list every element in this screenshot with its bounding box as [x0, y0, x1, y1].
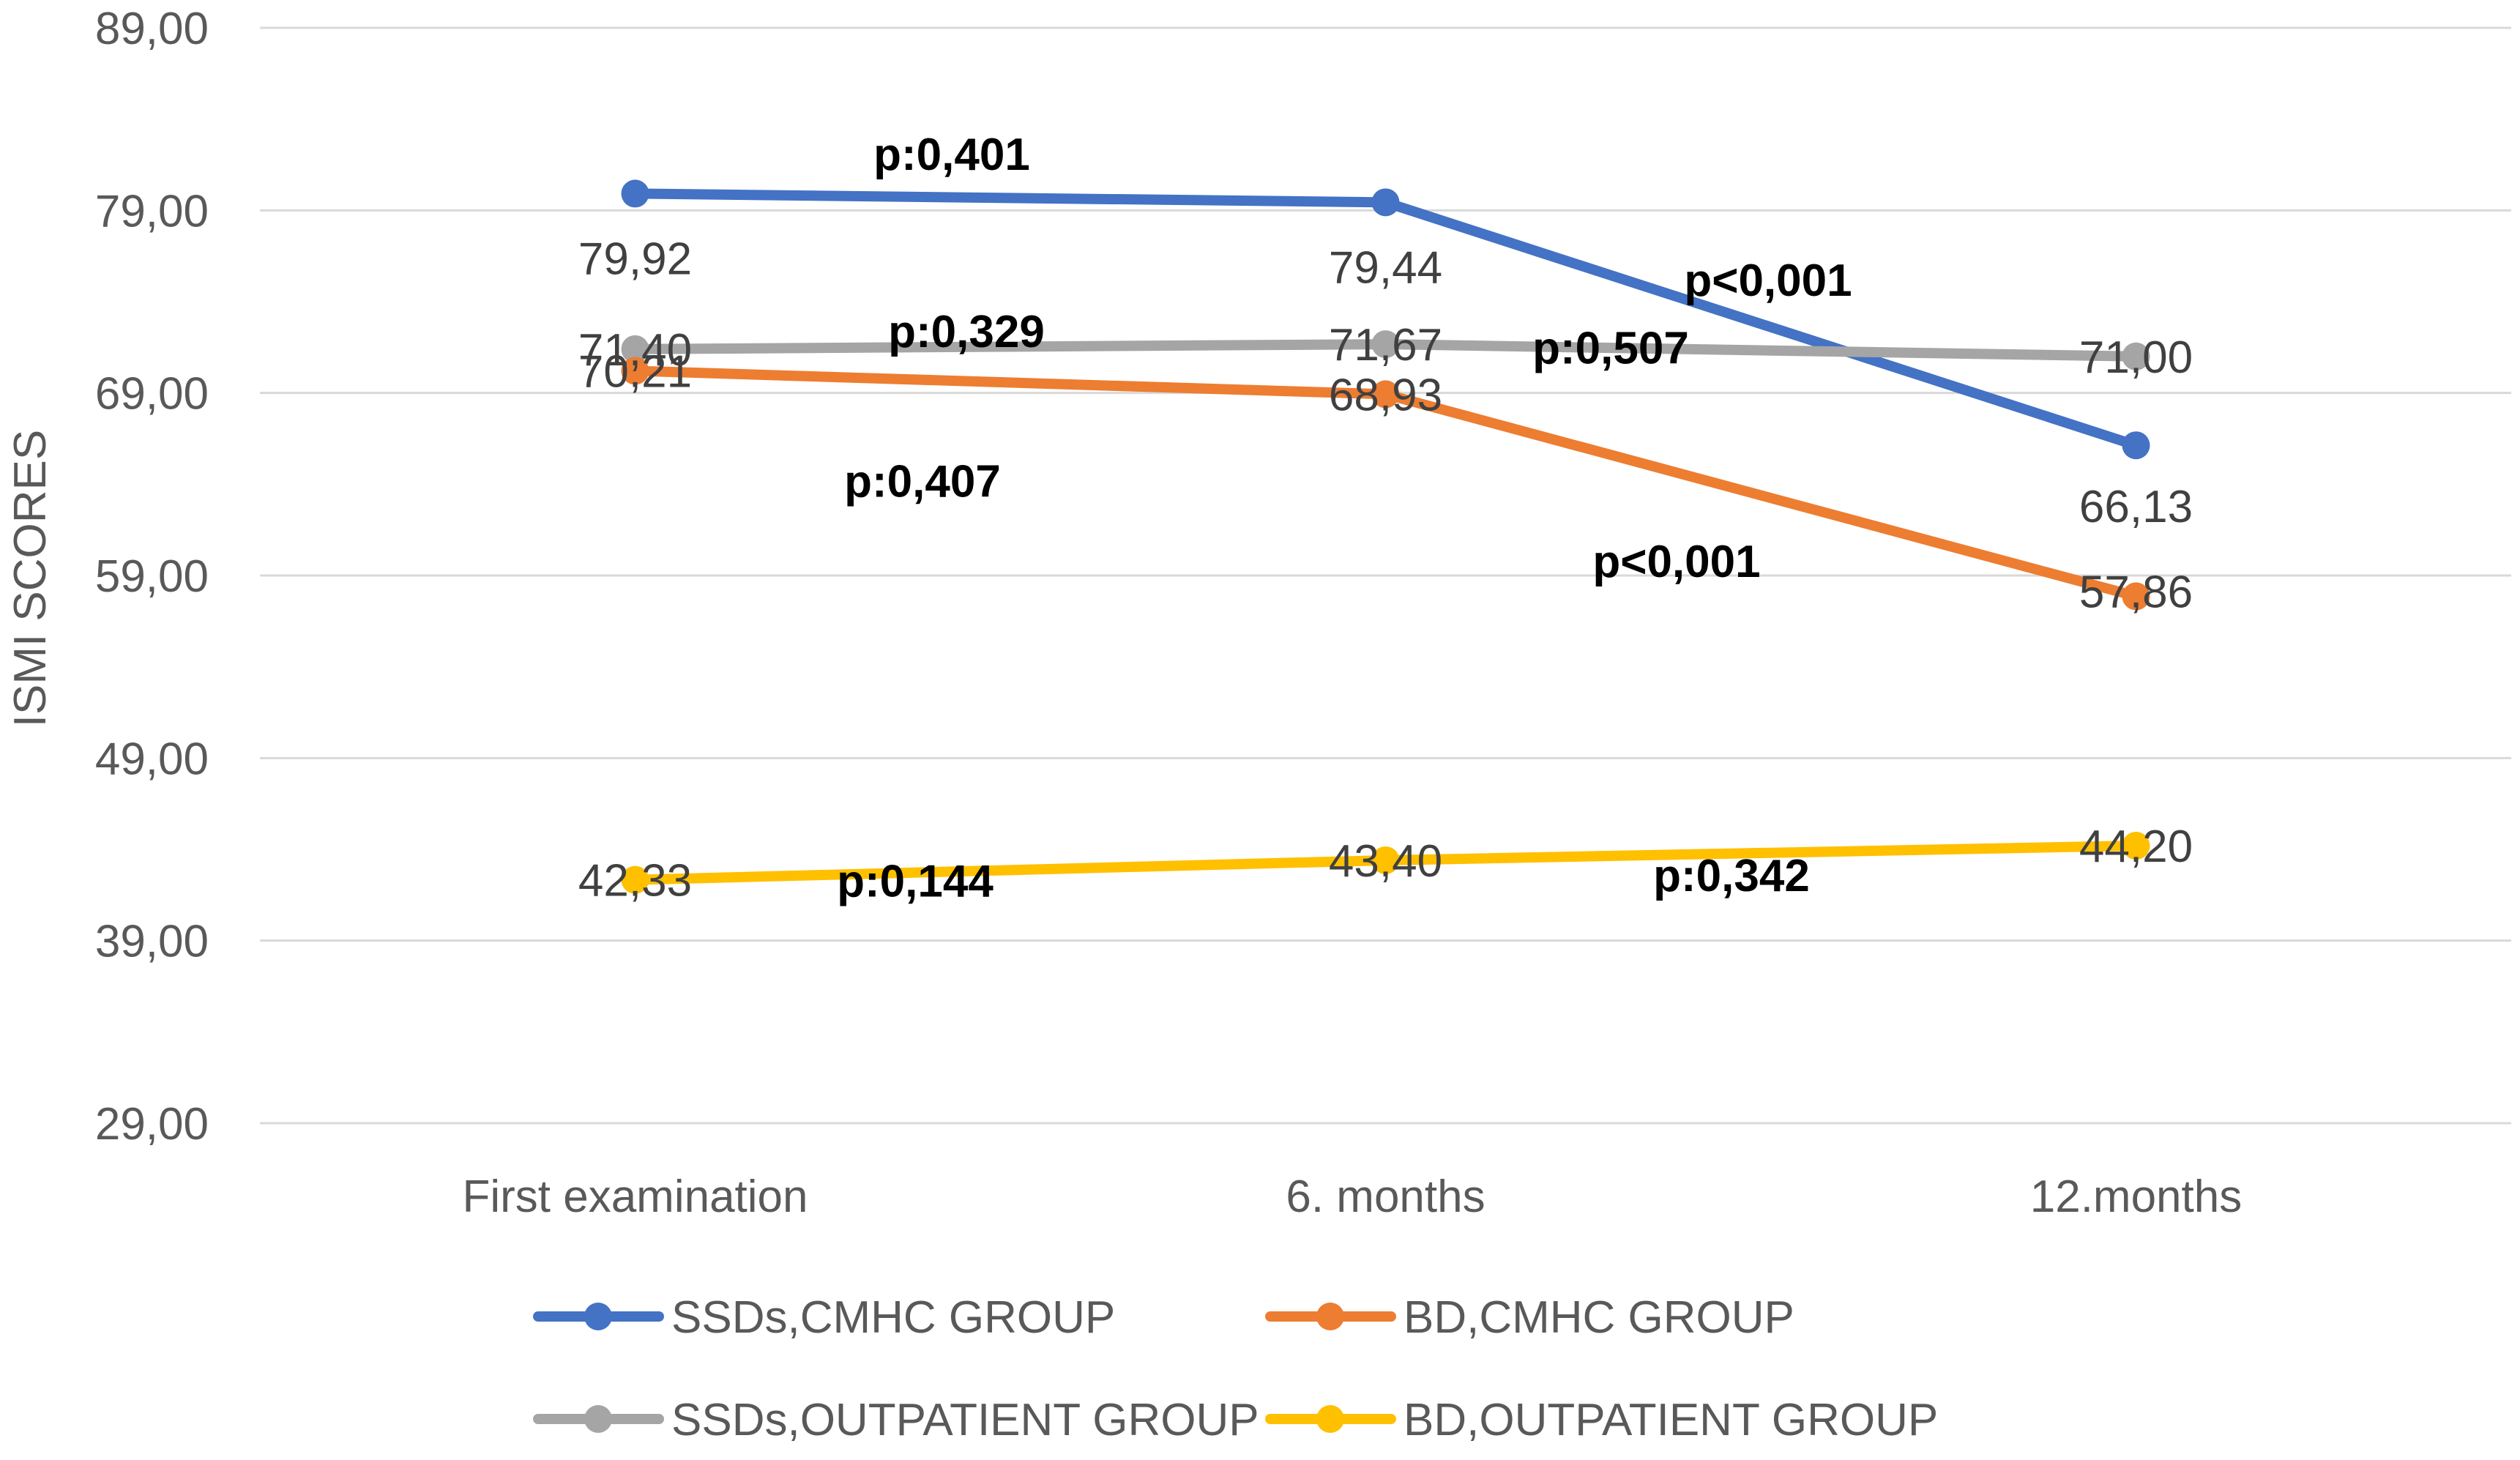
legend-marker-bd-cmhc-group: [1316, 1303, 1344, 1330]
data-label-bd-outpatient-group-12-months: 44,20: [2079, 822, 2193, 872]
data-label-ssds-outpatient-group-first-examination: 71,40: [578, 325, 692, 376]
data-label-bd-cmhc-group-6-months: 68,93: [1329, 370, 1442, 420]
p-value-label-7: p:0,144: [837, 856, 994, 906]
data-label-ssds-outpatient-group-6-months: 71,67: [1329, 320, 1442, 370]
p-value-label-8: p:0,342: [1653, 851, 1810, 901]
x-axis-ticks: First examination 6. months 12.months: [462, 1172, 2242, 1222]
data-label-ssds-cmhc-group-12-months: 66,13: [2079, 482, 2193, 532]
data-label-bd-cmhc-group-12-months: 57,86: [2079, 567, 2193, 617]
y-tick-label-39: 39,00: [95, 917, 209, 967]
y-tick-label-69: 69,00: [95, 369, 209, 420]
series-lines: [630, 188, 2141, 885]
x-tick-label-first-examination: First examination: [462, 1172, 808, 1222]
legend-label-bd-outpatient-group: BD,OUTPATIENT GROUP: [1403, 1395, 1938, 1445]
legend-label-ssds-cmhc-group: SSDs,CMHC GROUP: [671, 1292, 1115, 1343]
data-label-ssds-cmhc-group-first-examination: 79,92: [578, 234, 692, 284]
marker-ssds-outpatient-group-12-months: [2122, 342, 2150, 370]
y-tick-label-79: 79,00: [95, 186, 209, 236]
legend-marker-bd-outpatient-group: [1316, 1405, 1344, 1433]
p-value-label-3: p:0,329: [888, 307, 1045, 357]
marker-bd-cmhc-group-6-months: [1371, 380, 1400, 409]
p-value-label-1: p:0,401: [873, 130, 1030, 180]
y-axis-ticks: 89,00 79,00 69,00 59,00 49,00 39,00 29,00: [95, 4, 209, 1150]
marker-bd-outpatient-group-6-months: [1371, 846, 1400, 874]
legend: SSDs,CMHC GROUP BD,CMHC GROUP SSDs,OUTPATI…: [533, 1292, 1938, 1445]
marker-ssds-cmhc-group-12-months: [2122, 431, 2150, 460]
y-tick-label-29: 29,00: [95, 1099, 209, 1150]
series-markers: [621, 179, 2150, 894]
marker-bd-outpatient-group-first-examination: [621, 865, 649, 894]
data-label-ssds-cmhc-group-6-months: 79,44: [1329, 242, 1442, 293]
marker-ssds-outpatient-group-first-examination: [621, 335, 649, 363]
marker-bd-cmhc-group-12-months: [2122, 582, 2150, 611]
p-value-label-5: p:0,407: [844, 456, 1001, 507]
data-label-bd-cmhc-group-first-examination: 70,21: [578, 346, 692, 397]
data-label-bd-outpatient-group-first-examination: 42,33: [578, 856, 692, 906]
y-tick-label-89: 89,00: [95, 4, 209, 54]
x-tick-label-6-months: 6. months: [1286, 1172, 1485, 1222]
p-value-annotations: p:0,401 p<0,001 p:0,329 p:0,507 p:0,407 p<0,0…: [837, 130, 1852, 906]
marker-bd-cmhc-group-first-examination: [621, 357, 649, 385]
marker-ssds-outpatient-group-6-months: [1371, 330, 1400, 359]
y-tick-label-49: 49,00: [95, 734, 209, 784]
y-tick-label-59: 59,00: [95, 551, 209, 602]
legend-marker-ssds-outpatient-group: [584, 1405, 612, 1433]
p-value-label-4: p:0,507: [1532, 323, 1689, 373]
legend-label-ssds-outpatient-group: SSDs,OUTPATIENT GROUP: [671, 1395, 1259, 1445]
p-value-label-2: p<0,001: [1684, 256, 1852, 306]
data-label-ssds-outpatient-group-12-months: 71,00: [2079, 332, 2193, 383]
marker-bd-outpatient-group-12-months: [2122, 832, 2150, 860]
legend-label-bd-cmhc-group: BD,CMHC GROUP: [1403, 1292, 1794, 1343]
x-tick-label-12-months: 12.months: [2030, 1172, 2243, 1222]
marker-ssds-cmhc-group-first-examination: [621, 179, 649, 208]
y-axis-title: ISMI SCORES: [5, 430, 56, 728]
data-labels: 79,92 79,44 66,13 70,21 68,93 57,86 71,40 71,67…: [578, 234, 2193, 906]
marker-ssds-cmhc-group-6-months: [1371, 188, 1400, 217]
data-label-bd-outpatient-group-6-months: 43,40: [1329, 836, 1442, 887]
legend-marker-ssds-cmhc-group: [584, 1303, 612, 1330]
p-value-label-6: p<0,001: [1592, 537, 1760, 587]
